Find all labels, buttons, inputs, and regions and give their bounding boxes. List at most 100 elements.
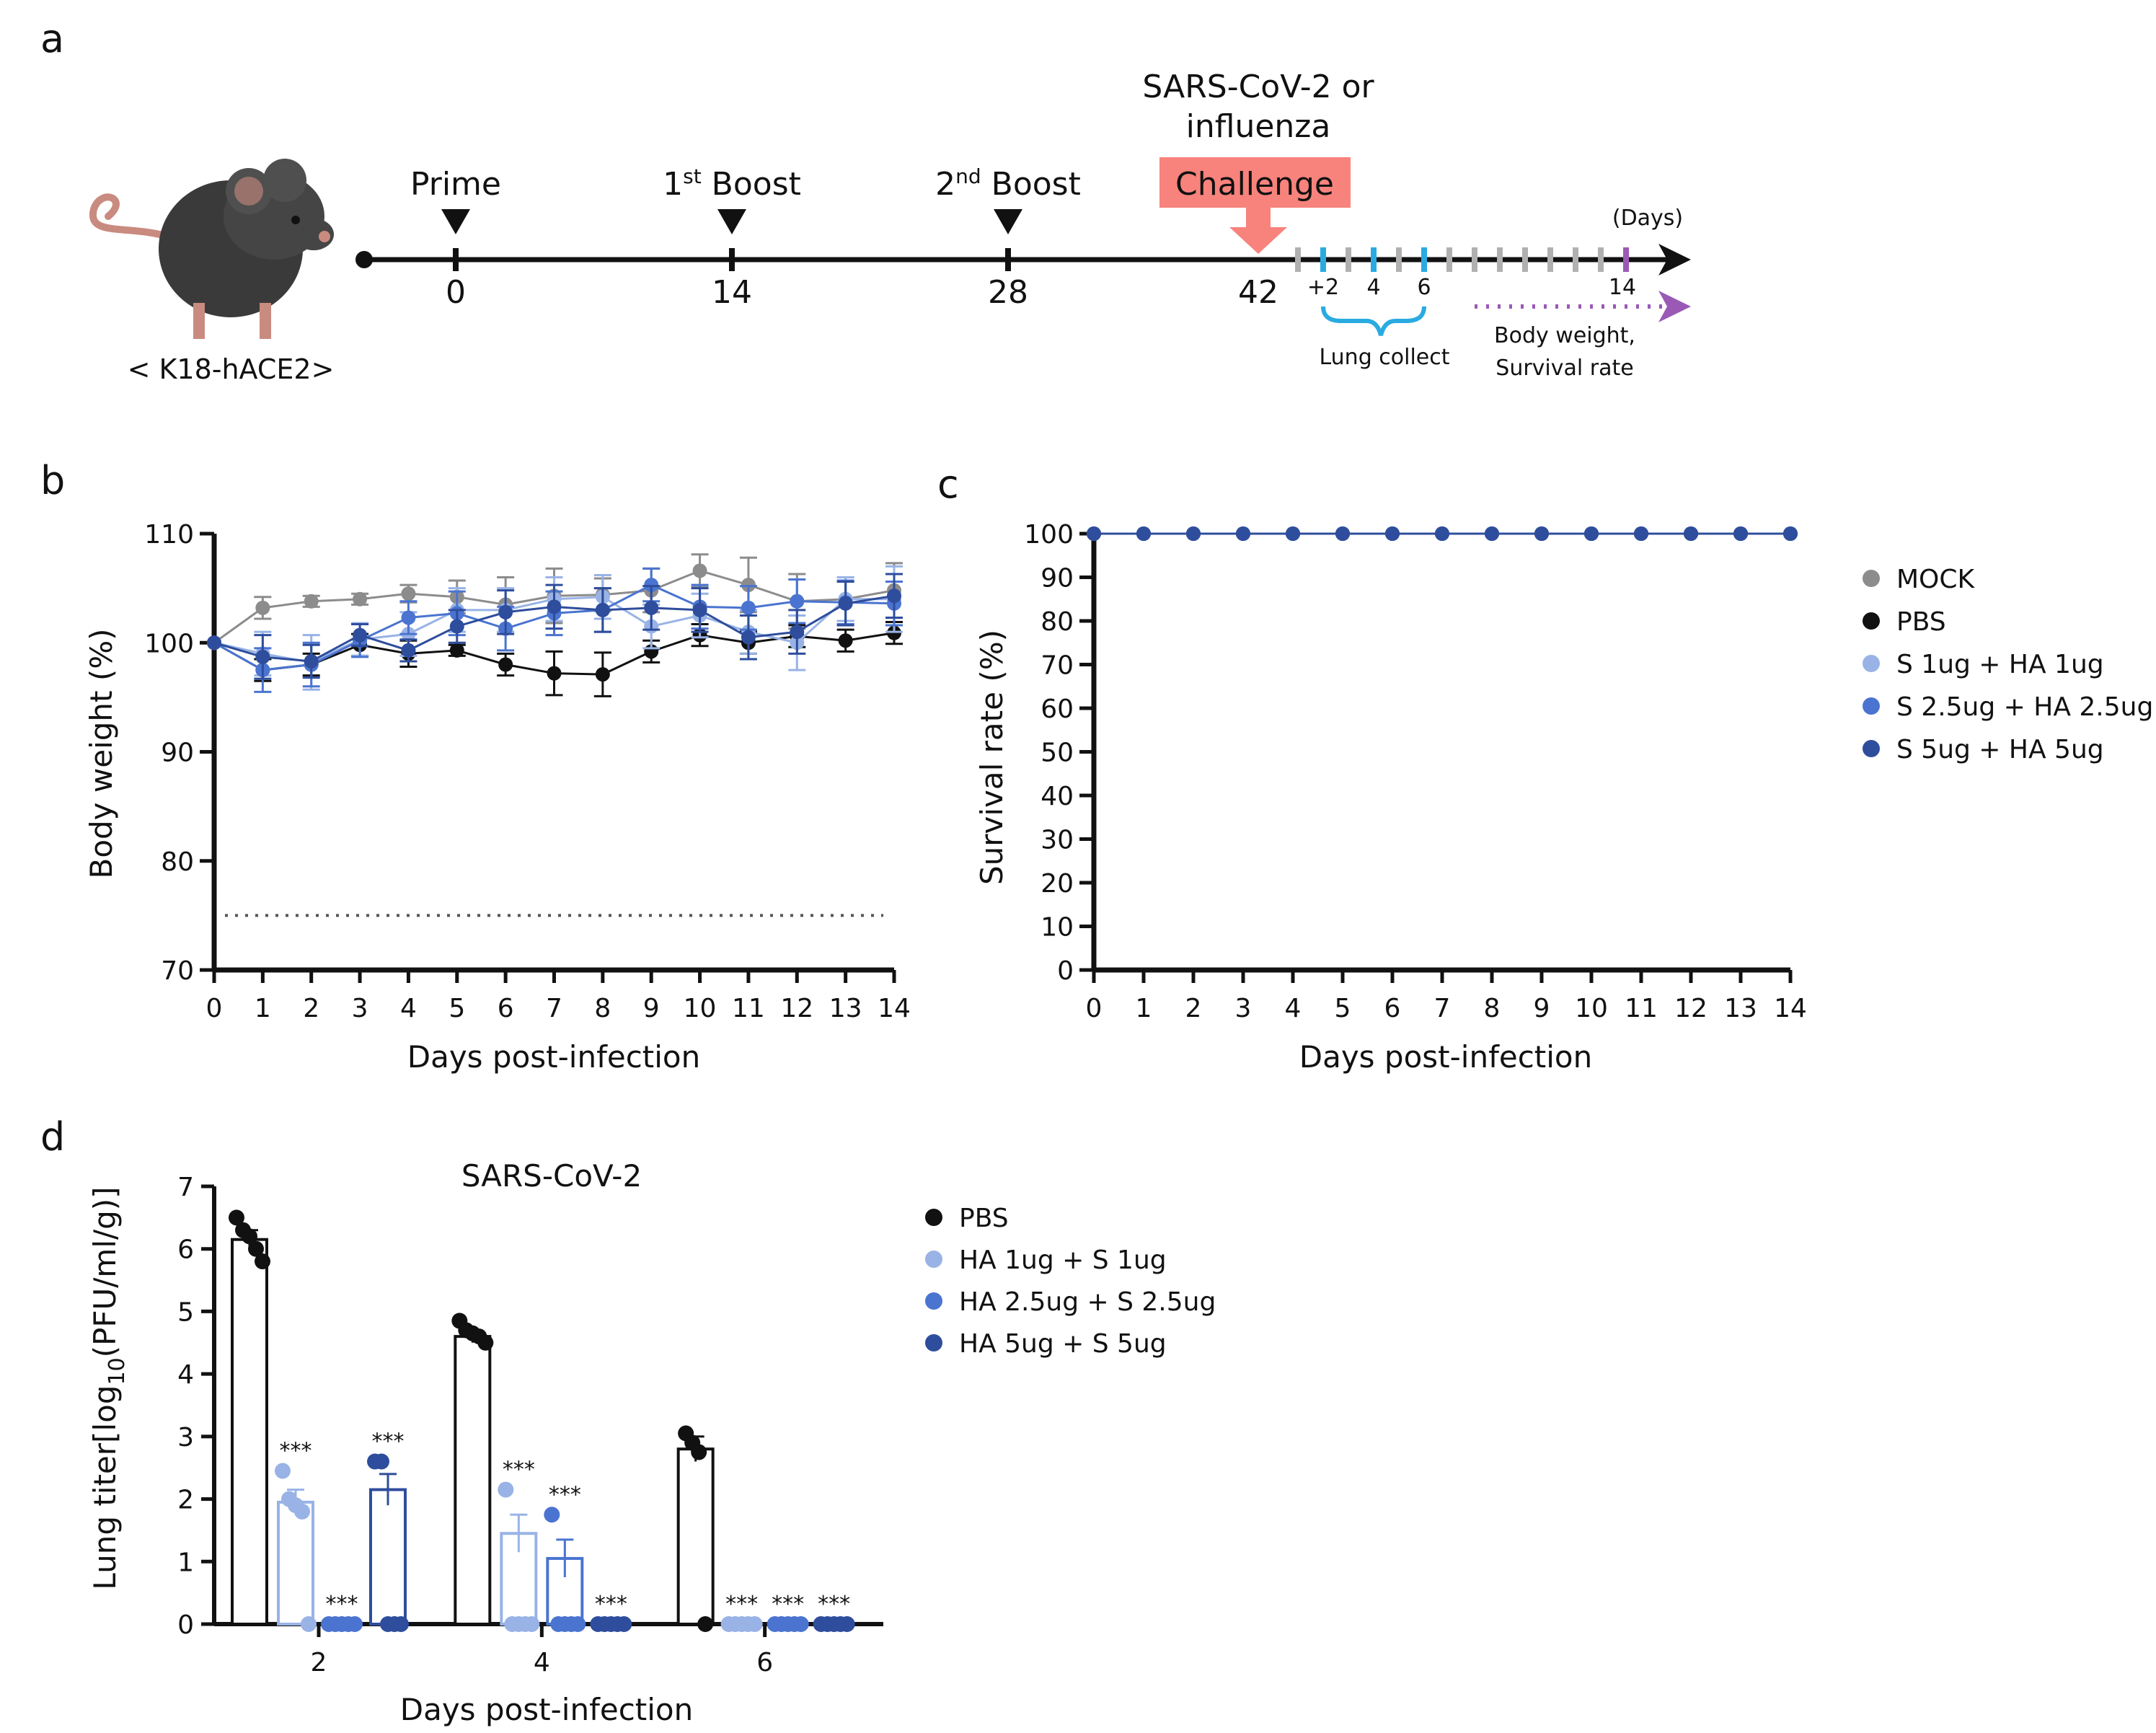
data-point xyxy=(255,1253,270,1270)
data-point xyxy=(1733,526,1748,541)
data-point xyxy=(449,619,464,634)
data-point xyxy=(498,657,513,672)
post-challenge-ticks xyxy=(1295,247,1629,272)
y-tick-label: 80 xyxy=(1041,607,1074,637)
data-point xyxy=(692,563,707,578)
legend-label: S 1ug + HA 1ug xyxy=(1896,650,2104,679)
data-point xyxy=(304,594,319,609)
data-point xyxy=(401,610,416,625)
x-tick-label: 4 xyxy=(534,1648,550,1677)
mouse-illustration xyxy=(89,159,334,339)
data-point xyxy=(301,1616,317,1632)
data-point xyxy=(498,1481,514,1498)
data-point xyxy=(1584,526,1599,541)
y-tick-label: 90 xyxy=(161,738,194,768)
x-tick-label: 2 xyxy=(311,1648,327,1677)
followup-arrowhead xyxy=(1658,291,1691,322)
timepoint-28: 28 xyxy=(988,274,1028,311)
data-point xyxy=(1186,526,1201,541)
data-point xyxy=(616,1616,632,1632)
x-tick-label: 5 xyxy=(1335,994,1351,1023)
x-tick-label: 13 xyxy=(829,994,862,1023)
data-point xyxy=(1385,526,1400,541)
y-tick-label: 70 xyxy=(1041,651,1074,681)
legend-marker xyxy=(1863,612,1880,630)
significance-stars: *** xyxy=(725,1592,758,1617)
boost1-label: 1st Boost xyxy=(663,164,801,203)
data-point xyxy=(741,600,756,615)
data-point xyxy=(1236,526,1250,541)
y-tick-label: 60 xyxy=(1041,694,1074,724)
data-point xyxy=(570,1616,586,1632)
lung-titer-chart: 0 1 2 3 4 5 6 7 2 *** *** *** 4 *** *** *** 6 *** *** *** xyxy=(177,1173,883,1677)
data-point xyxy=(1534,526,1549,541)
x-tick-label: 7 xyxy=(1434,994,1451,1023)
boost2-label: 2nd Boost xyxy=(935,164,1081,203)
x-tick-label: 0 xyxy=(1086,994,1103,1023)
data-point xyxy=(1435,526,1449,541)
y-tick-label: 7 xyxy=(177,1173,194,1202)
legend-label: S 2.5ug + HA 2.5ug xyxy=(1896,692,2153,722)
x-tick-label: 14 xyxy=(1774,994,1807,1023)
x-tick-label: 1 xyxy=(255,994,271,1023)
data-point xyxy=(1087,526,1101,541)
legend-label: HA 5ug + S 5ug xyxy=(959,1329,1167,1359)
data-point xyxy=(207,635,221,651)
panel-a: a < K18-hACE2> xyxy=(40,16,1691,385)
data-point xyxy=(547,666,562,681)
y-tick-label: 1 xyxy=(177,1548,194,1577)
chart-d-ylabel: Lung titer[log10(PFU/ml/g)] xyxy=(87,1186,130,1589)
x-tick-label: 6 xyxy=(1384,994,1401,1023)
x-tick-label: 8 xyxy=(1484,994,1501,1023)
data-point xyxy=(229,1209,244,1226)
data-point xyxy=(691,1444,707,1460)
legend-marker xyxy=(925,1209,942,1226)
legend-marker xyxy=(1863,740,1880,757)
data-point xyxy=(401,643,416,658)
lung-collect-bracket xyxy=(1321,306,1426,336)
data-point xyxy=(294,1503,310,1520)
x-tick-label: 4 xyxy=(1285,994,1302,1023)
data-point xyxy=(248,1240,264,1257)
body-weight-label: Body weight, xyxy=(1494,323,1635,348)
prime-label: Prime xyxy=(410,166,501,203)
x-tick-label: 12 xyxy=(1674,994,1707,1023)
legend-marker xyxy=(1863,655,1880,672)
post-tick-14: 14 xyxy=(1609,275,1636,300)
legend-marker xyxy=(1863,697,1880,715)
data-point xyxy=(838,633,853,648)
data-point xyxy=(353,627,368,643)
y-tick-label: 80 xyxy=(161,847,194,877)
lung-collect-label: Lung collect xyxy=(1319,345,1449,370)
data-point xyxy=(1136,526,1151,541)
data-point xyxy=(790,594,805,609)
data-point xyxy=(1335,526,1350,541)
data-point xyxy=(1286,526,1300,541)
y-tick-label: 4 xyxy=(177,1360,194,1390)
challenge-title-line1: SARS-CoV-2 or xyxy=(1142,69,1374,105)
chart-d-xlabel: Days post-infection xyxy=(400,1692,694,1727)
x-tick-label: 11 xyxy=(1625,994,1658,1023)
data-point xyxy=(741,630,756,645)
data-point xyxy=(839,1616,855,1632)
data-point xyxy=(498,604,513,619)
survival-rate-label: Survival rate xyxy=(1495,356,1633,381)
data-point xyxy=(792,1616,809,1632)
data-point xyxy=(595,602,610,617)
significance-stars: *** xyxy=(280,1439,312,1464)
legend-marker xyxy=(925,1292,942,1310)
legend-label: HA 2.5ug + S 2.5ug xyxy=(959,1287,1216,1317)
data-point xyxy=(887,625,901,640)
x-tick-label: 9 xyxy=(643,994,660,1023)
timepoint-42: 42 xyxy=(1238,274,1278,311)
x-tick-label: 9 xyxy=(1534,994,1550,1023)
x-tick-label: 13 xyxy=(1724,994,1757,1023)
y-tick-label: 5 xyxy=(177,1297,194,1327)
y-tick-label: 0 xyxy=(1057,956,1074,986)
data-point xyxy=(304,653,319,669)
days-unit-label: (Days) xyxy=(1612,206,1683,231)
mouse-label: < K18-hACE2> xyxy=(128,353,335,385)
